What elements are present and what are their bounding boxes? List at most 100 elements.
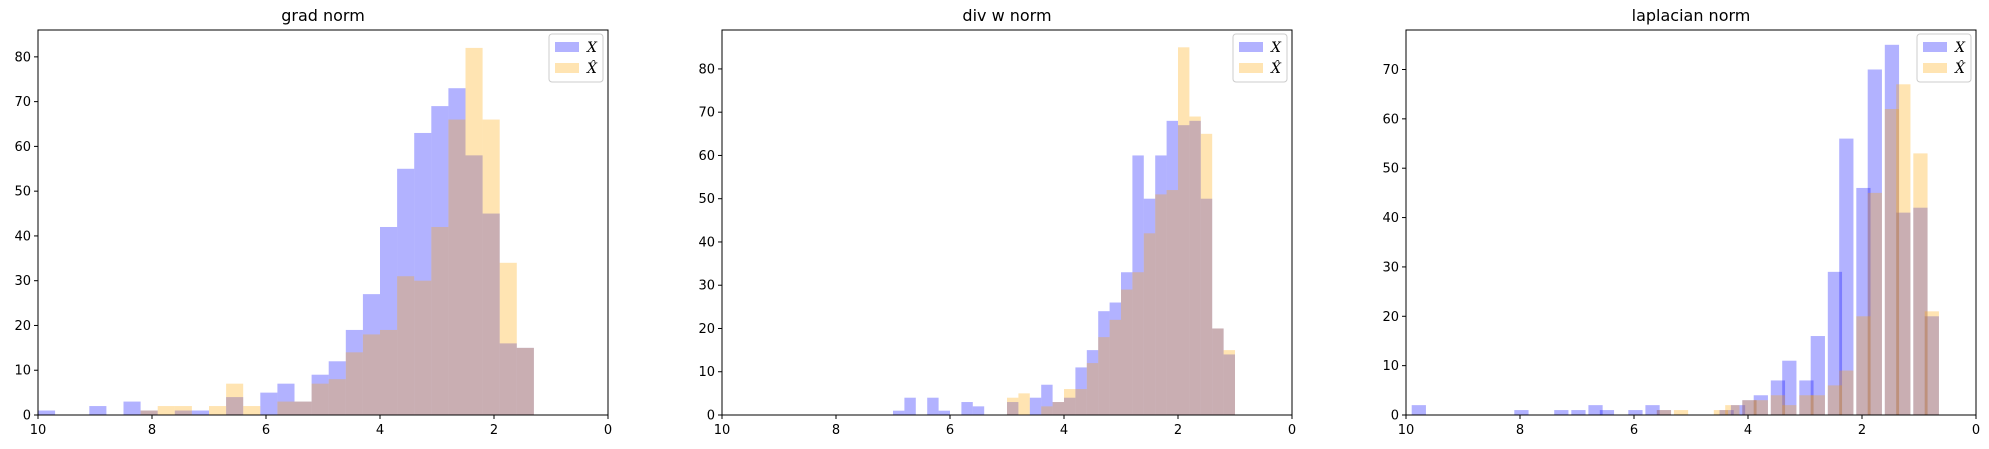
histogram-bar <box>157 406 175 415</box>
histogram-bar <box>1839 370 1854 415</box>
histogram-bar <box>174 406 192 415</box>
histogram-bar <box>1132 272 1144 415</box>
y-tick-label: 50 <box>698 192 715 207</box>
histogram-bar <box>482 213 500 415</box>
histogram-bar <box>1178 47 1190 415</box>
x-tick-label: 8 <box>1516 423 1524 438</box>
histogram-bar <box>1656 410 1672 415</box>
histogram-bar <box>1799 380 1814 415</box>
histogram-bar <box>1799 395 1814 415</box>
series-x-hat <box>1656 84 1939 416</box>
histogram-bar <box>1007 402 1019 415</box>
histogram-bar <box>961 402 973 415</box>
histogram-bar <box>311 383 329 415</box>
histogram-bar <box>243 406 261 415</box>
histogram-bar <box>1223 350 1235 415</box>
histogram-bar <box>1628 410 1643 415</box>
y-tick-label: 10 <box>14 364 31 379</box>
x-tick-label: 2 <box>1858 423 1866 438</box>
y-tick-label: 50 <box>1382 162 1399 177</box>
histogram-bar <box>414 280 432 415</box>
x-tick-label: 8 <box>832 423 840 438</box>
histogram-bar <box>465 47 483 415</box>
x-tick-label: 8 <box>148 423 156 438</box>
histogram-bar <box>1753 400 1768 415</box>
histogram-bar <box>1109 302 1121 415</box>
histogram-bar <box>1143 233 1156 415</box>
histogram-bar <box>89 406 107 415</box>
histogram-bar <box>362 294 380 415</box>
histogram-bar <box>1782 405 1797 415</box>
histogram-bar <box>1554 410 1569 415</box>
histogram-bar <box>1155 194 1167 415</box>
histogram-bar <box>1867 69 1882 415</box>
histogram-bar <box>1753 395 1768 415</box>
histogram-bar <box>1018 393 1030 415</box>
histogram-bar <box>1007 397 1019 415</box>
y-tick-label: 10 <box>1382 359 1399 374</box>
x-tick-label: 4 <box>1060 423 1068 438</box>
histogram-bar <box>938 410 950 415</box>
histogram-bar <box>397 276 415 415</box>
y-tick-label: 30 <box>1382 260 1399 275</box>
histogram-bar <box>465 155 483 416</box>
y-tick-label: 60 <box>698 149 715 164</box>
histogram-bar <box>226 383 244 415</box>
x-tick-label: 0 <box>604 423 612 438</box>
histogram-bar <box>1212 328 1224 415</box>
histogram-bar <box>1913 153 1928 415</box>
histogram-bar <box>1645 405 1660 415</box>
chart-title: grad norm <box>281 6 365 25</box>
legend-label-x-hat: X̂ <box>1954 59 1966 77</box>
histogram-bar <box>431 106 449 416</box>
x-tick-label: 4 <box>376 423 384 438</box>
histogram-bar <box>448 119 466 415</box>
histogram-bar <box>1588 405 1603 415</box>
histogram-bar <box>1411 405 1426 415</box>
x-tick-label: 2 <box>1174 423 1182 438</box>
y-tick-label: 30 <box>698 279 715 294</box>
series-x-hat <box>1007 47 1235 416</box>
x-tick-label: 6 <box>262 423 270 438</box>
histogram-bar <box>1896 84 1911 416</box>
series-x-hat <box>140 47 534 415</box>
y-tick-label: 10 <box>698 365 715 380</box>
y-tick-label: 40 <box>14 229 31 244</box>
x-tick-label: 10 <box>30 423 47 438</box>
histogram-bar <box>1770 395 1786 415</box>
histogram-bar <box>1166 120 1178 415</box>
histogram-bar <box>1200 198 1213 415</box>
histogram-bar <box>1599 410 1615 415</box>
histogram-bar <box>191 410 209 415</box>
y-tick-label: 40 <box>1382 211 1399 226</box>
histogram-bar <box>1514 410 1529 415</box>
histogram-bar <box>1041 406 1053 415</box>
histogram-bar <box>1052 402 1064 415</box>
histogram-bar <box>1064 389 1076 415</box>
y-tick-label: 30 <box>14 274 31 289</box>
y-tick-label: 70 <box>1382 63 1399 78</box>
histogram-bar <box>893 410 905 415</box>
histogram-bar <box>1810 336 1825 415</box>
legend-swatch-x-hat <box>1239 63 1263 73</box>
legend-swatch-x <box>555 42 579 52</box>
histogram-bar <box>1827 385 1843 415</box>
histogram-bar <box>414 132 432 415</box>
y-tick-label: 20 <box>1382 310 1399 325</box>
histogram-bar <box>1571 410 1586 415</box>
x-tick-label: 2 <box>490 423 498 438</box>
histogram-bar <box>1189 116 1201 416</box>
histogram-bar <box>1109 319 1121 415</box>
y-tick-label: 70 <box>698 106 715 121</box>
histogram-bar <box>294 401 312 415</box>
histogram-bar <box>1770 380 1786 415</box>
chart-title: laplacian norm <box>1632 6 1751 25</box>
histogram-bar <box>1064 397 1076 415</box>
histogram-bar <box>1189 120 1201 415</box>
x-tick-label: 10 <box>1398 423 1415 438</box>
histogram-bar <box>260 392 278 415</box>
histogram-bar <box>1086 363 1099 415</box>
histogram-bar <box>1896 212 1911 415</box>
histogram-bar <box>1856 187 1871 415</box>
